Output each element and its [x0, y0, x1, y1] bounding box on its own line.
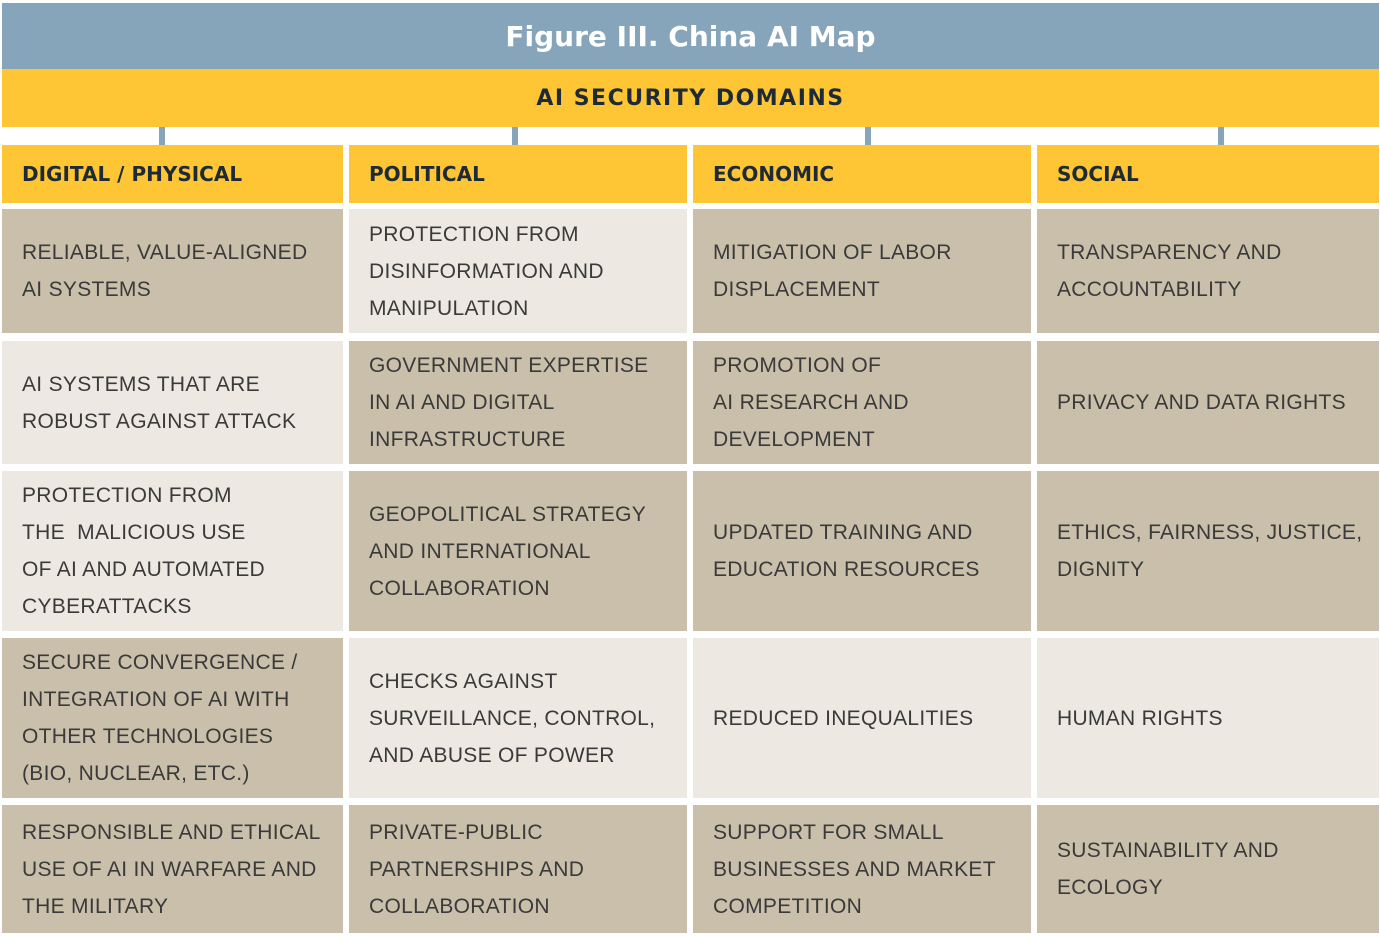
domain-cell-text: UPDATED TRAINING AND EDUCATION RESOURCES [713, 521, 980, 581]
domain-cell-digital-physical-4: SECURE CONVERGENCE / INTEGRATION OF AI WI… [2, 638, 343, 798]
domain-cell-political-1: PROTECTION FROM DISINFORMATION AND MANIPUL… [349, 209, 687, 333]
domain-cell-digital-physical-5: RESPONSIBLE AND ETHICAL USE OF AI IN WARF… [2, 805, 343, 933]
column-header-digital-physical: DIGITAL / PHYSICAL [2, 145, 343, 203]
domain-cell-social-2: PRIVACY AND DATA RIGHTS [1037, 341, 1379, 464]
domain-cell-digital-physical-2: AI SYSTEMS THAT ARE ROBUST AGAINST ATTACK [2, 341, 343, 464]
domain-cell-text: PROMOTION OF AI RESEARCH AND DEVELOPMENT [713, 354, 909, 451]
domain-cell-economic-1: MITIGATION OF LABOR DISPLACEMENT [693, 209, 1031, 333]
domains-header: AI SECURITY DOMAINS [2, 69, 1379, 127]
domain-cell-text: SUSTAINABILITY AND ECOLOGY [1057, 839, 1279, 899]
domain-cell-text: TRANSPARENCY AND ACCOUNTABILITY [1057, 241, 1282, 301]
connector-line [512, 127, 518, 145]
column-header-social: SOCIAL [1037, 145, 1379, 203]
domain-cell-political-5: PRIVATE-PUBLIC PARTNERSHIPS AND COLLABORAT… [349, 805, 687, 933]
domain-cell-text: HUMAN RIGHTS [1057, 706, 1223, 730]
domain-cell-economic-3: UPDATED TRAINING AND EDUCATION RESOURCES [693, 471, 1031, 631]
domain-cell-text: PROTECTION FROM DISINFORMATION AND MANIPUL… [369, 222, 604, 320]
domain-cell-text: SUPPORT FOR SMALL BUSINESSES AND MARKET CO… [713, 820, 996, 918]
domain-cell-social-1: TRANSPARENCY AND ACCOUNTABILITY [1037, 209, 1379, 333]
domain-cell-economic-4: REDUCED INEQUALITIES [693, 638, 1031, 798]
domain-cell-text: PROTECTION FROM THE MALICIOUS USE OF AI AN… [22, 484, 265, 618]
domain-cell-digital-physical-1: RELIABLE, VALUE-ALIGNED AI SYSTEMS [2, 209, 343, 333]
domain-cell-economic-5: SUPPORT FOR SMALL BUSINESSES AND MARKET CO… [693, 805, 1031, 933]
domain-cell-text: GOVERNMENT EXPERTISE IN AI AND DIGITAL INF… [369, 354, 649, 451]
domain-cell-text: MITIGATION OF LABOR DISPLACEMENT [713, 241, 952, 301]
column-header-political: POLITICAL [349, 145, 687, 203]
domain-cell-text: ETHICS, FAIRNESS, JUSTICE, DIGNITY [1057, 521, 1363, 581]
domain-cell-digital-physical-3: PROTECTION FROM THE MALICIOUS USE OF AI AN… [2, 471, 343, 631]
domain-cell-text: AI SYSTEMS THAT ARE ROBUST AGAINST ATTACK [22, 372, 297, 433]
domain-cell-text: PRIVACY AND DATA RIGHTS [1057, 391, 1346, 414]
connector-line [1218, 127, 1224, 145]
domain-cell-text: PRIVATE-PUBLIC PARTNERSHIPS AND COLLABORAT… [369, 820, 585, 918]
figure-title: Figure III. China AI Map [2, 3, 1379, 69]
domain-cell-text: GEOPOLITICAL STRATEGY AND INTERNATIONAL CO… [369, 502, 647, 600]
domain-cell-text: RELIABLE, VALUE-ALIGNED AI SYSTEMS [22, 241, 308, 301]
domain-cell-political-4: CHECKS AGAINST SURVEILLANCE, CONTROL, AND … [349, 638, 687, 798]
domain-cell-social-3: ETHICS, FAIRNESS, JUSTICE, DIGNITY [1037, 471, 1379, 631]
connector-line [159, 127, 165, 145]
column-header-economic: ECONOMIC [693, 145, 1031, 203]
domain-cell-text: SECURE CONVERGENCE / INTEGRATION OF AI WI… [22, 651, 298, 785]
domain-cell-text: RESPONSIBLE AND ETHICAL USE OF AI IN WARF… [22, 820, 321, 918]
domain-cell-economic-2: PROMOTION OF AI RESEARCH AND DEVELOPMENT [693, 341, 1031, 464]
domain-cell-political-2: GOVERNMENT EXPERTISE IN AI AND DIGITAL INF… [349, 341, 687, 464]
domain-cell-political-3: GEOPOLITICAL STRATEGY AND INTERNATIONAL CO… [349, 471, 687, 631]
domain-cell-social-5: SUSTAINABILITY AND ECOLOGY [1037, 805, 1379, 933]
connector-line [865, 127, 871, 145]
domain-cell-social-4: HUMAN RIGHTS [1037, 638, 1379, 798]
domain-cell-text: REDUCED INEQUALITIES [713, 706, 974, 730]
domain-cell-text: CHECKS AGAINST SURVEILLANCE, CONTROL, AND … [369, 669, 656, 767]
